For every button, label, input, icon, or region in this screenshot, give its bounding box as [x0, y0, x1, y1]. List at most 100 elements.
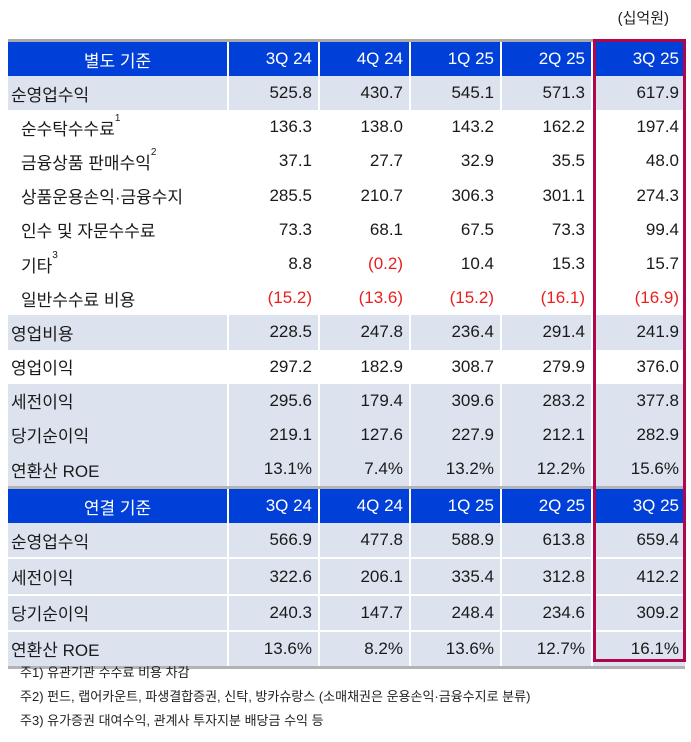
cell: 376.0	[592, 349, 685, 384]
cell: 525.8	[227, 76, 319, 111]
cell: 306.3	[410, 178, 501, 213]
row-label: 영업이익	[8, 349, 228, 384]
cell: 179.4	[318, 383, 410, 418]
cell: 236.4	[409, 315, 501, 350]
cell: 136.3	[228, 110, 319, 145]
cell: 308.7	[410, 349, 501, 384]
cell: 197.4	[592, 110, 685, 145]
cell: 138.0	[319, 110, 410, 145]
cell: 13.6%	[409, 629, 501, 666]
footnotes: 주1) 유관기관 수수료 비용 차감 주2) 펀드, 랩어카운트, 파생결합증권…	[20, 663, 530, 735]
cell: 37.1	[228, 144, 319, 179]
cell: 147.7	[318, 593, 410, 631]
row-label: 세전이익	[8, 383, 228, 418]
column-header: 1Q 25	[409, 489, 501, 524]
table-row: 일반수수료 비용 (15.2) (13.6) (15.2) (16.1) (16…	[8, 281, 685, 316]
footnote-3: 주3) 유가증권 대여수익, 관계사 투자지분 배당금 수익 등	[20, 713, 324, 728]
cell: 7.4%	[318, 452, 410, 487]
table-row: 인수 및 자문수수료 73.3 68.1 67.5 73.3 99.4	[8, 212, 685, 247]
cell: 10.4	[410, 246, 501, 282]
cell: 228.5	[227, 315, 319, 350]
table-row: 상품운용손익·금융수지 285.5 210.7 306.3 301.1 274.…	[8, 178, 685, 213]
column-header: 3Q 25	[591, 42, 685, 76]
earnings-table-wrapper: 별도 기준 3Q 24 4Q 24 1Q 25 2Q 25 3Q 25 순영업수…	[8, 39, 685, 669]
cell: 234.6	[500, 593, 592, 631]
cell: 162.2	[501, 110, 592, 145]
table-row: 기타3 8.8 (0.2) 10.4 15.3 15.7	[8, 246, 685, 282]
cell: 15.7	[592, 246, 685, 282]
cell: 283.2	[500, 383, 592, 418]
column-header: 3Q 24	[227, 42, 319, 76]
cell: 73.3	[501, 212, 592, 247]
cell: 15.6%	[591, 452, 685, 487]
cell: 8.8	[228, 246, 319, 282]
footnote-marker: 1	[114, 112, 121, 124]
column-header: 3Q 25	[591, 489, 685, 524]
row-label: 당기순이익	[8, 593, 228, 631]
column-header: 3Q 24	[227, 489, 319, 524]
cell: 291.4	[500, 315, 592, 350]
cell: 659.4	[591, 523, 685, 559]
consolidated-title: 연결 기준	[8, 489, 228, 524]
cell: 127.6	[318, 417, 410, 453]
table-row: 금융상품 판매수익2 37.1 27.7 32.9 35.5 48.0	[8, 144, 685, 179]
column-header: 2Q 25	[500, 489, 592, 524]
cell: 279.9	[501, 349, 592, 384]
cell: 212.1	[500, 417, 592, 453]
consolidated-header-row: 연결 기준 3Q 24 4Q 24 1Q 25 2Q 25 3Q 25	[8, 489, 685, 524]
cell: 309.6	[409, 383, 501, 418]
cell: 301.1	[501, 178, 592, 213]
row-label: 상품운용손익·금융수지	[8, 178, 228, 213]
table-row: 영업비용 228.5 247.8 236.4 291.4 241.9	[8, 315, 685, 350]
separate-header-row: 별도 기준 3Q 24 4Q 24 1Q 25 2Q 25 3Q 25	[8, 42, 685, 76]
table-row: 영업이익 297.2 182.9 308.7 279.9 376.0	[8, 349, 685, 384]
row-label: 연환산 ROE	[8, 452, 228, 487]
cell-negative: (13.6)	[319, 281, 410, 316]
cell: 32.9	[410, 144, 501, 179]
footnote-marker: 3	[52, 249, 58, 261]
row-label: 영업비용	[8, 315, 228, 350]
cell: 282.9	[591, 417, 685, 453]
cell: 16.1%	[591, 629, 685, 666]
cell: 274.3	[592, 178, 685, 213]
table-row: 순영업수익 525.8 430.7 545.1 571.3 617.9	[8, 76, 685, 111]
cell: 617.9	[591, 76, 685, 111]
footnote-marker: 2	[150, 146, 157, 158]
cell: 182.9	[319, 349, 410, 384]
cell: 143.2	[410, 110, 501, 145]
cell: 412.2	[591, 557, 685, 595]
table-row: 당기순이익 240.3 147.7 248.4 234.6 309.2	[8, 593, 685, 631]
cell: 571.3	[500, 76, 592, 111]
unit-label: (십억원)	[617, 10, 669, 27]
cell-negative: (15.2)	[410, 281, 501, 316]
cell: 295.6	[227, 383, 319, 418]
cell: 430.7	[318, 76, 410, 111]
earnings-table: 별도 기준 3Q 24 4Q 24 1Q 25 2Q 25 3Q 25 순영업수…	[8, 39, 685, 669]
column-header: 1Q 25	[409, 42, 501, 76]
cell: 248.4	[409, 593, 501, 631]
cell: 588.9	[409, 523, 501, 559]
row-label: 순영업수익	[8, 76, 228, 111]
cell: 73.3	[228, 212, 319, 247]
cell-negative: (0.2)	[319, 246, 410, 282]
cell: 545.1	[409, 76, 501, 111]
footnote-2: 주2) 펀드, 랩어카운트, 파생결합증권, 신탁, 방카슈랑스 (소매채권은 …	[20, 689, 531, 704]
column-header: 4Q 24	[318, 489, 410, 524]
row-label: 금융상품 판매수익2	[8, 144, 228, 179]
row-label: 순영업수익	[8, 523, 228, 559]
column-header: 2Q 25	[500, 42, 592, 76]
row-label: 연환산 ROE	[8, 629, 228, 666]
cell: 210.7	[319, 178, 410, 213]
cell-negative: (16.9)	[592, 281, 685, 316]
row-label: 당기순이익	[8, 417, 228, 453]
cell: 335.4	[409, 557, 501, 595]
cell: 312.8	[500, 557, 592, 595]
cell: 13.2%	[409, 452, 501, 487]
table-row: 연환산 ROE 13.1% 7.4% 13.2% 12.2% 15.6%	[8, 452, 685, 487]
cell: 247.8	[318, 315, 410, 350]
cell: 48.0	[592, 144, 685, 179]
cell: 8.2%	[318, 629, 410, 666]
row-label: 순수탁수수료1	[8, 110, 228, 145]
table-row: 순수탁수수료1 136.3 138.0 143.2 162.2 197.4	[8, 110, 685, 145]
separate-title: 별도 기준	[8, 42, 228, 76]
